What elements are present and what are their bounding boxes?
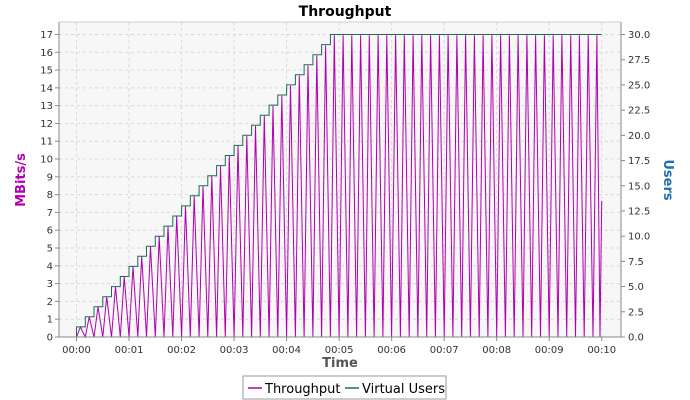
- right-tick-label: 27.5: [628, 55, 650, 66]
- left-tick-label: 12: [40, 119, 53, 130]
- left-tick-label: 13: [40, 101, 53, 112]
- right-tick-label: 0.0: [628, 333, 644, 344]
- x-tick-label: 00:10: [587, 345, 616, 356]
- tick-labels: 00:00 00:01 00:02 00:03 00:04 00:05 00:06 00:07…: [40, 30, 650, 356]
- left-tick-label: 15: [40, 66, 53, 77]
- right-tick-label: 22.5: [628, 106, 650, 117]
- x-tick-label: 00:07: [430, 345, 459, 356]
- right-tick-label: 30.0: [628, 30, 650, 41]
- right-tick-label: 20.0: [628, 131, 650, 142]
- series-layer: [76, 34, 603, 339]
- right-tick-label: 7.5: [628, 257, 644, 268]
- right-tick-label: 17.5: [628, 156, 650, 167]
- x-tick-label: 00:08: [482, 345, 511, 356]
- left-axis-title: MBits/s: [14, 153, 29, 207]
- x-tick-label: 00:01: [115, 345, 144, 356]
- left-tick-label: 4: [47, 261, 53, 272]
- x-tick-label: 00:02: [167, 345, 196, 356]
- left-tick-label: 9: [47, 172, 53, 183]
- x-tick-label: 00:00: [62, 345, 91, 356]
- chart-title: Throughput: [299, 4, 392, 20]
- left-tick-label: 11: [40, 137, 53, 148]
- throughput-series-line: [76, 35, 603, 339]
- virtual-users-series-line: [76, 34, 602, 337]
- x-axis-title: Time: [322, 356, 358, 371]
- right-tick-label: 5.0: [628, 282, 644, 293]
- legend: Throughput Virtual Users: [242, 375, 447, 400]
- right-tick-label: 12.5: [628, 206, 650, 217]
- right-tick-label: 15.0: [628, 181, 650, 192]
- x-tick-label: 00:09: [535, 345, 564, 356]
- left-tick-label: 1: [47, 315, 53, 326]
- x-tick-label: 00:06: [377, 345, 406, 356]
- x-tick-label: 00:05: [325, 345, 354, 356]
- left-tick-label: 14: [40, 83, 53, 94]
- right-tick-label: 10.0: [628, 232, 650, 243]
- right-tick-label: 25.0: [628, 80, 650, 91]
- x-tick-label: 00:03: [220, 345, 249, 356]
- left-tick-label: 0: [47, 333, 53, 344]
- left-tick-label: 6: [47, 226, 53, 237]
- right-axis-title: Users: [660, 159, 675, 201]
- legend-throughput-label: Throughput: [264, 382, 341, 397]
- left-tick-label: 2: [47, 297, 53, 308]
- left-tick-label: 5: [47, 244, 53, 255]
- left-tick-label: 3: [47, 279, 53, 290]
- left-tick-label: 7: [47, 208, 53, 219]
- left-tick-label: 8: [47, 190, 53, 201]
- legend-box: [242, 375, 447, 400]
- legend-virtual-users-label: Virtual Users: [362, 382, 445, 397]
- right-tick-label: 2.5: [628, 307, 644, 318]
- left-tick-label: 17: [40, 30, 53, 41]
- left-tick-label: 10: [40, 155, 53, 166]
- x-tick-label: 00:04: [272, 345, 301, 356]
- left-tick-label: 16: [40, 48, 53, 59]
